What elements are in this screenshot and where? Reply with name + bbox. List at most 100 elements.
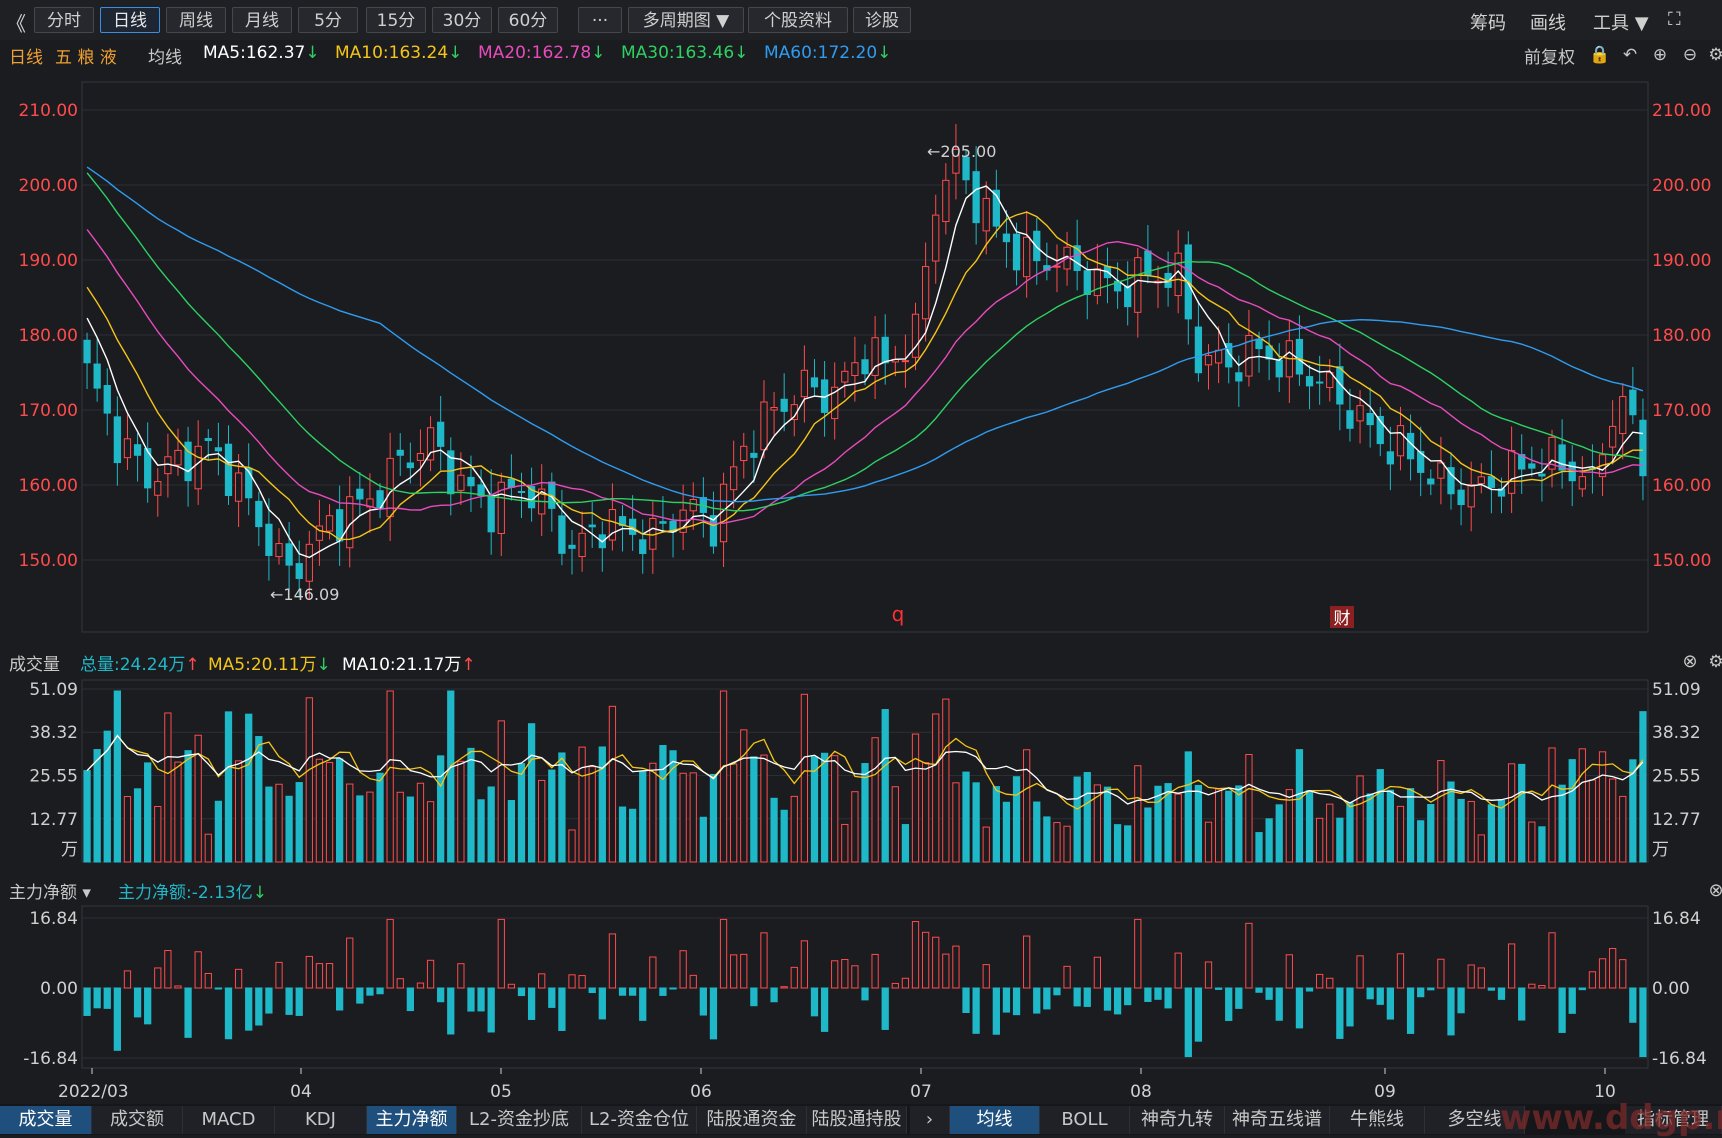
collapse-left-icon[interactable]: 《 — [6, 12, 26, 36]
volume-bar — [406, 796, 414, 863]
period-button-1[interactable]: 日线 — [100, 7, 160, 33]
draw-button[interactable]: 画线 — [1530, 13, 1566, 34]
volume-bar — [194, 734, 202, 863]
tabs-next-icon[interactable]: › — [910, 1106, 950, 1134]
ma30-line — [86, 172, 1644, 512]
candle-body — [265, 523, 273, 556]
flow-bar — [1134, 918, 1142, 989]
period-button-6[interactable]: 30分 — [432, 7, 492, 33]
tools-button[interactable]: 工具 ▼ — [1593, 13, 1649, 34]
candle-body — [871, 337, 879, 376]
period-button-11[interactable]: 诊股 — [853, 7, 911, 33]
indicator-tab-4[interactable]: 主力净额 — [367, 1106, 457, 1134]
period-button-9[interactable]: 多周期图 ▼ — [628, 7, 744, 33]
volume-bar — [669, 750, 677, 863]
chips-button[interactable]: 筹码 — [1470, 13, 1506, 34]
indicator-tab-5[interactable]: L2-资金抄底 — [457, 1106, 582, 1134]
candle-body — [295, 563, 303, 579]
flow-bar — [1356, 955, 1364, 989]
volume-bar — [1477, 834, 1485, 863]
volume-bar — [972, 782, 980, 863]
candle-body — [1083, 270, 1091, 295]
volume-bar — [1063, 825, 1071, 863]
volume-bar — [1639, 711, 1647, 863]
flow-bar — [942, 953, 950, 989]
volume-bar — [336, 758, 344, 863]
volume-bar — [1356, 775, 1364, 863]
overlay-tab-3[interactable]: 神奇五线谱 — [1225, 1106, 1330, 1134]
overlay-tab-2[interactable]: 神奇九转 — [1130, 1106, 1225, 1134]
volume-bar — [1184, 751, 1192, 863]
candle-body — [800, 369, 809, 398]
flow-bar — [1619, 959, 1627, 989]
period-button-7[interactable]: 60分 — [498, 7, 558, 33]
indicator-tab-7[interactable]: 陆股通资金 — [697, 1106, 807, 1134]
price-tick-right: 160.00 — [1652, 476, 1711, 496]
volume-tick-right: 51.09 — [1652, 680, 1701, 700]
candle-body — [730, 466, 738, 491]
flow-bar — [558, 987, 566, 1031]
flow-bar — [1295, 987, 1304, 1029]
flow-title[interactable]: 主力净额 ▾ — [9, 883, 91, 903]
volume-bar — [719, 690, 728, 863]
candle-body — [740, 445, 748, 462]
period-button-5[interactable]: 15分 — [366, 7, 426, 33]
indicator-tab-1[interactable]: 成交额 — [92, 1106, 183, 1134]
flow-bar — [356, 987, 364, 1004]
period-button-4[interactable]: 5分 — [298, 7, 358, 33]
flow-bar — [1184, 987, 1192, 1058]
candle-body — [214, 447, 223, 452]
period-button-2[interactable]: 周线 — [166, 7, 226, 33]
volume-bar — [416, 782, 425, 863]
candle-body — [861, 359, 869, 375]
flow-bar — [1386, 987, 1394, 1020]
flow-bar — [1457, 987, 1465, 1014]
indicator-tab-6[interactable]: L2-资金仓位 — [582, 1106, 697, 1134]
period-button-8[interactable]: ··· — [578, 7, 622, 33]
flow-bar — [1275, 987, 1283, 1021]
overlay-tab-0[interactable]: 均线 — [950, 1106, 1040, 1134]
fullscreen-icon[interactable]: ⛶ — [1668, 9, 1681, 30]
flow-bar — [416, 982, 425, 989]
candle-body — [1326, 372, 1334, 389]
volume-bar — [871, 737, 879, 863]
flow-bar — [305, 955, 313, 989]
indicator-tab-8[interactable]: 陆股通持股 — [807, 1106, 907, 1134]
overlay-tab-4[interactable]: 牛熊线 — [1330, 1106, 1425, 1134]
price-tick-left: 170.00 — [19, 401, 78, 421]
volume-bar — [538, 779, 546, 863]
flow-bar — [1305, 987, 1314, 992]
overlay-tab-6[interactable]: 指标管理 — [1625, 1106, 1722, 1134]
ma-title[interactable]: 均线 — [148, 48, 182, 68]
ma10-line — [86, 211, 1643, 541]
flow-bar — [1214, 987, 1223, 990]
flow-bar — [1346, 987, 1354, 1027]
flow-bar — [628, 987, 637, 996]
indicator-tab-0[interactable]: 成交量 — [0, 1106, 92, 1134]
ma5-line — [86, 185, 1643, 559]
flow-bar — [123, 970, 132, 989]
candle-body — [659, 521, 667, 524]
period-button-10[interactable]: 个股资料 — [748, 7, 848, 33]
period-button-0[interactable]: 分时 — [34, 7, 94, 33]
kline-chart[interactable]: 210.00 210.00 200.00 200.00 190.00 190.00 180.… — [0, 0, 1722, 1104]
volume-tick-right: 38.32 — [1652, 723, 1701, 743]
indicator-tab-2[interactable]: MACD — [183, 1106, 275, 1134]
flow-bar — [1235, 987, 1243, 1009]
overlay-tab-1[interactable]: BOLL — [1040, 1106, 1130, 1134]
candle-body — [224, 443, 233, 497]
flow-bar — [275, 961, 283, 989]
volume-bar — [1245, 754, 1253, 863]
candle-body — [1437, 462, 1445, 479]
flow-bar — [709, 987, 718, 1040]
period-button-3[interactable]: 月线 — [232, 7, 292, 33]
candle-body — [831, 386, 839, 420]
overlay-tab-5[interactable]: 多空线 — [1425, 1106, 1525, 1134]
x-label: 06 — [690, 1082, 712, 1102]
adjust-label[interactable]: 前复权 — [1524, 48, 1575, 68]
indicator-tab-3[interactable]: KDJ — [275, 1106, 367, 1134]
flow-bar — [1245, 922, 1253, 989]
flow-bar — [1113, 987, 1122, 1015]
flow-bar — [214, 987, 223, 990]
candle-body — [1639, 419, 1647, 477]
